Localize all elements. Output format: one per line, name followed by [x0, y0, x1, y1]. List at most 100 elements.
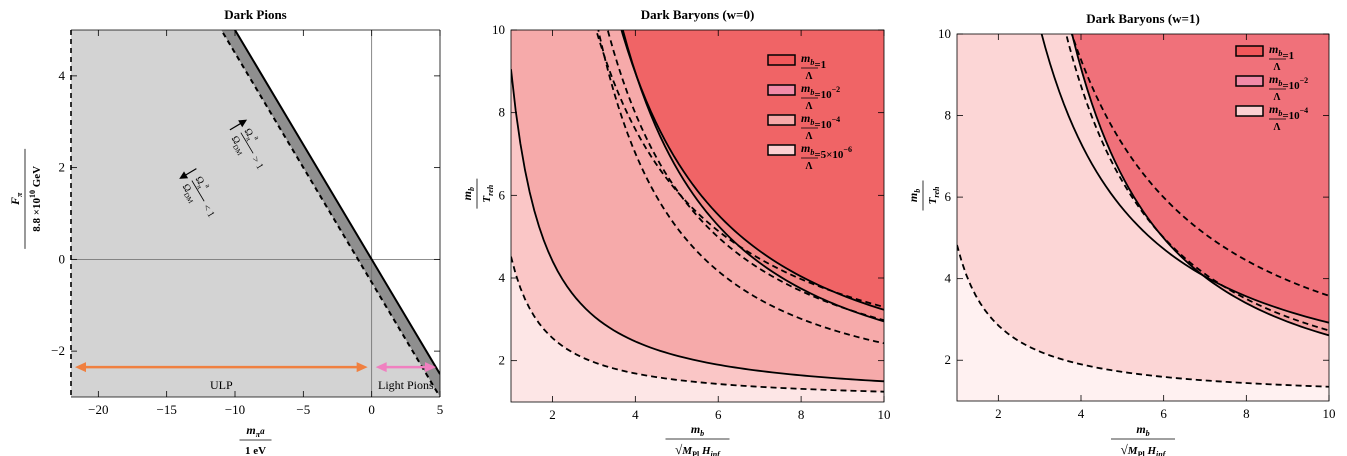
dark-pions-annotation-arrow-head: [238, 119, 248, 128]
dark-baryons-w1-region-3: [957, 245, 1329, 401]
dark-pions-dashed-line: [220, 30, 440, 397]
dark-baryons-w0-y-tick-label: 8: [499, 105, 506, 120]
label-subscript: b: [1146, 429, 1150, 438]
dark-pions-xlabel-num: mπa: [246, 423, 265, 439]
dark-baryons-w1-curve-dashed-4: [957, 244, 1329, 388]
legend-exponent: −4: [832, 115, 841, 124]
dark-baryons-w1-legend-swatch: [1235, 105, 1264, 117]
dark-pions-x-tick-label: −15: [156, 402, 176, 417]
dark-baryons-w1-y-tick-label: 4: [945, 271, 952, 286]
dark-baryons-w1-curve-dashed-2: [1065, 34, 1329, 332]
legend-exponent: −6: [843, 145, 852, 154]
legend-symbol: m: [801, 51, 810, 65]
legend-value: =10: [1282, 80, 1300, 92]
label-text: GeV: [31, 166, 43, 190]
dark-baryons-w1-legend-label: mb=10−2: [1269, 72, 1308, 92]
label-subscript: reh: [932, 186, 941, 198]
label-symbol: m: [246, 423, 255, 437]
dark-baryons-w1-legend-label: mb=1: [1269, 42, 1294, 62]
label-symbol: H: [1145, 445, 1157, 456]
dark-baryons-w0-legend-frac-den: Λ: [805, 131, 813, 142]
label-subscript: π: [256, 430, 261, 439]
dark-baryons-w1-plot: [956, 33, 1330, 402]
dark-baryons-w1-legend-frac-den: Λ: [1273, 62, 1281, 73]
dark-pions-annotation-frac-bar: [240, 132, 254, 154]
legend-exponent: −4: [1300, 106, 1309, 115]
dark-baryons-w1-region-2: [957, 34, 1329, 401]
label-symbol: T: [927, 196, 939, 204]
omega-superscript: a: [204, 182, 213, 190]
dark-pions-ylabel: Fπ 8.8 ×1010 GeV: [8, 148, 43, 249]
dark-baryons-w1-ticks: 2 4 6 8 10 2 4 6 8 10: [938, 26, 1336, 421]
dark-baryons-w0-legend-label: mb=10−2: [801, 81, 840, 101]
legend-subscript: b: [1278, 49, 1282, 58]
dark-baryons-w1-x-tick-label: 2: [995, 406, 1002, 421]
dark-baryons-w1-title: Dark Baryons (w=1): [1086, 11, 1200, 26]
dark-baryons-w0-legend-label: mb=5×10−6: [801, 141, 852, 161]
legend-subscript: b: [1278, 79, 1282, 88]
dark-pions-range-label: ULP: [210, 378, 233, 392]
dark-pions-ylabel-num: Fπ: [8, 192, 24, 206]
dark-baryons-w0-x-tick-label: 6: [715, 407, 722, 422]
dark-baryons-w0-legend-label: mb=10−4: [801, 111, 840, 131]
dark-baryons-w0-plot: [510, 29, 885, 403]
dark-pions-title: Dark Pions: [224, 7, 286, 22]
label-text: 8.8 ×10: [31, 198, 43, 232]
legend-value: =1: [814, 59, 826, 71]
dark-pions-y-tick-label: 4: [59, 68, 66, 83]
dark-pions-range-arrow-head-left: [75, 362, 86, 373]
legend-exponent: −2: [1300, 76, 1309, 85]
dark-baryons-w0-y-tick-label: 2: [499, 353, 506, 368]
dark-pions-x-tick-label: −20: [88, 402, 108, 417]
dark-pions-range-arrow-head-right: [425, 362, 436, 373]
legend-exponent: −2: [832, 85, 841, 94]
dark-baryons-w0-y-tick-label: 4: [499, 270, 506, 285]
legend-value: =1: [1282, 50, 1294, 62]
label-subscript: Pl: [1138, 450, 1146, 456]
label-symbol: F: [8, 197, 22, 206]
dark-pions-x-tick-label: −10: [225, 402, 245, 417]
dark-baryons-w0-legend-frac-den: Λ: [805, 101, 813, 112]
dark-pions-y-tick-label: 2: [59, 160, 66, 175]
dark-pions-xlabel: mπa 1 eV: [239, 423, 272, 456]
dark-baryons-w0-x-tick-label: 10: [878, 407, 891, 422]
label-subscript: inf: [711, 450, 722, 456]
dark-baryons-w0-legend-swatch: [767, 54, 796, 66]
label-sqrt: √: [1121, 442, 1129, 456]
dark-baryons-w1-legend-label: mb=10−4: [1269, 102, 1308, 122]
dark-pions-xlabel-den: 1 eV: [245, 445, 266, 456]
dark-baryons-w0-legend-frac-den: Λ: [805, 161, 813, 172]
label-subscript: reh: [486, 184, 495, 196]
dark-baryons-w1-curve-solid-3: [1071, 34, 1329, 337]
dark-baryons-w1-regions: [957, 34, 1329, 401]
dark-baryons-w0-region-4: [511, 256, 884, 402]
dark-baryons-w1-legend-swatch: [1235, 45, 1264, 57]
dark-baryons-w0-curve-dashed-6: [511, 256, 884, 393]
dark-pions-x-tick-label: 5: [437, 402, 444, 417]
dark-baryons-w0-regions: [511, 30, 884, 402]
dark-baryons-w1-y-tick-label: 10: [938, 26, 951, 41]
dark-baryons-w0-legend-swatch: [767, 144, 796, 156]
label-sqrt: √: [675, 442, 683, 456]
dark-baryons-w1-frame: [956, 33, 1330, 402]
label-symbol: m: [691, 422, 700, 436]
dark-baryons-w0-ylabel: mb Treh: [460, 178, 495, 209]
dark-baryons-w1-legend-frac-den: Λ: [1273, 122, 1281, 133]
legend-subscript: b: [810, 58, 814, 67]
dark-baryons-w0-legend-swatch: [767, 84, 796, 96]
dark-pions-plot: [70, 29, 441, 398]
dark-pions-annotation-num: Ωπa: [240, 125, 261, 146]
dark-baryons-w1-ylabel: mb Treh: [906, 180, 941, 211]
dark-baryons-w0-xlabel-num: mb: [691, 422, 704, 438]
dark-baryons-w1-curve-solid-1: [1040, 34, 1329, 324]
label-symbol: M: [1127, 445, 1139, 456]
legend-subscript: b: [810, 88, 814, 97]
dark-baryons-w1-y-tick-label: 6: [945, 189, 952, 204]
dark-baryons-w0-region-2: [511, 30, 884, 402]
label-superscript: 10: [28, 190, 37, 198]
legend-symbol: m: [801, 111, 810, 125]
